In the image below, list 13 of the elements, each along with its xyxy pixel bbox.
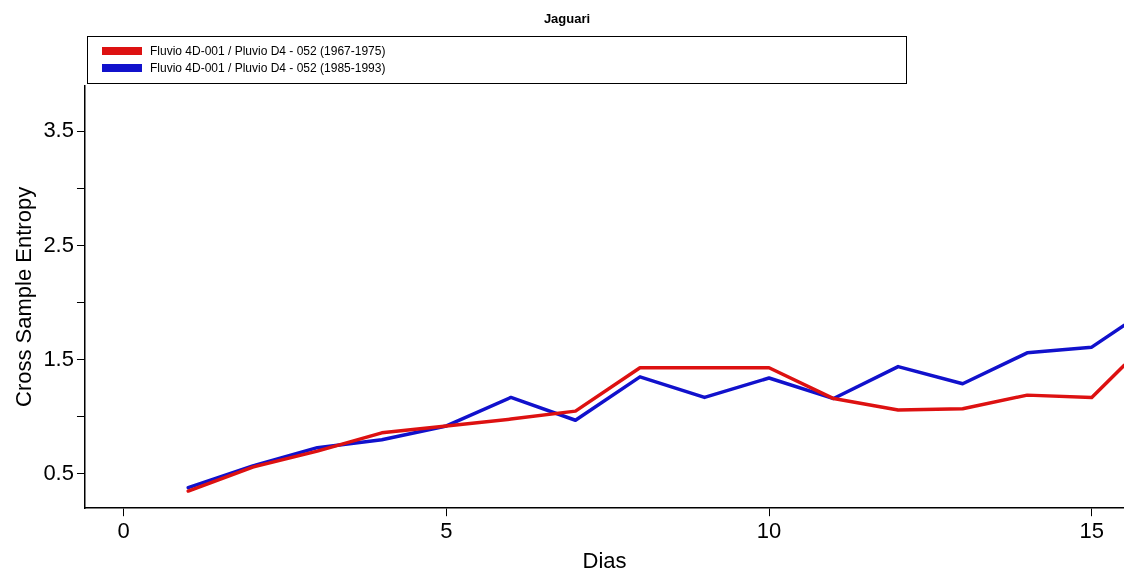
x-axis-title: Dias [582, 547, 627, 573]
y-tick-label: 3.5 [43, 117, 74, 143]
chart-title: Jaguari [543, 11, 591, 27]
x-tick-label: 10 [756, 518, 782, 544]
y-axis-title: Cross Sample Entropy [11, 186, 37, 407]
x-tick-label: 5 [440, 518, 453, 544]
x-tick-label: 0 [117, 518, 130, 544]
x-tick-label: 15 [1079, 518, 1104, 544]
y-tick-label: 2.5 [43, 231, 74, 257]
y-tick-label: 1.5 [43, 345, 74, 371]
legend-label: Fluvio 4D-001 / Pluvio D4 - 052 (1967-1975) [149, 44, 386, 59]
y-tick-label: 0.5 [43, 460, 74, 485]
legend-label: Fluvio 4D-001 / Pluvio D4 - 052 (1985-1993) [149, 61, 386, 76]
